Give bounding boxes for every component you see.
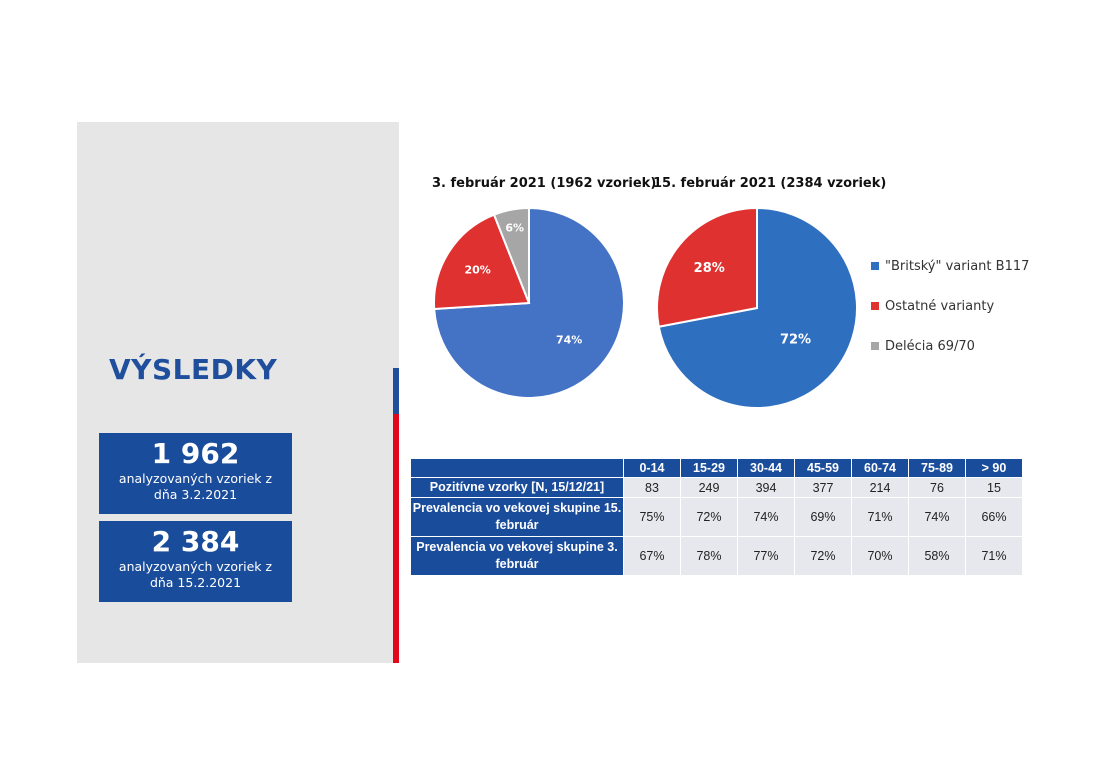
column-header: 0-14: [623, 458, 681, 478]
table-cell: 69%: [794, 497, 852, 537]
table-cell: 78%: [680, 536, 738, 576]
table-cell: 249: [680, 477, 738, 498]
legend-label: "Britský" variant B117: [885, 258, 1030, 274]
table-cell: 72%: [794, 536, 852, 576]
row-header: Prevalencia vo vekovej skupine 3. februá…: [410, 536, 624, 576]
page-title: VÝSLEDKY: [109, 353, 278, 386]
accent-bar-blue: [393, 368, 399, 414]
slice-label: 6%: [505, 221, 524, 234]
table-cell: 67%: [623, 536, 681, 576]
stat-box-2: 2 384 analyzovaných vzoriek z dňa 15.2.2…: [99, 521, 292, 602]
stat-number: 2 384: [151, 525, 240, 558]
stat-number: 1 962: [151, 437, 240, 470]
slice-label: 74%: [556, 334, 582, 347]
accent-bar-red: [393, 414, 399, 663]
table-cell: 71%: [965, 536, 1023, 576]
table-row: Pozitívne vzorky [N, 15/12/21] 83 249 39…: [410, 477, 1023, 498]
legend-label: Ostatné varianty: [885, 298, 995, 314]
slice-label: 72%: [780, 332, 811, 347]
column-header: 30-44: [737, 458, 795, 478]
legend-swatch: [871, 302, 879, 310]
legend-swatch: [871, 262, 879, 270]
table-cell: 74%: [908, 497, 966, 537]
legend-label: Delécia 69/70: [885, 338, 975, 354]
table-cell: 66%: [965, 497, 1023, 537]
stat-box-1: 1 962 analyzovaných vzoriek z dňa 3.2.20…: [99, 433, 292, 514]
table-cell: 77%: [737, 536, 795, 576]
legend-item-british: "Britský" variant B117: [871, 256, 1036, 276]
column-header: 75-89: [908, 458, 966, 478]
pie-2-title: 15. február 2021 (2384 vzoriek): [653, 176, 887, 191]
pie-1-title: 3. február 2021 (1962 vzoriek): [432, 176, 657, 191]
slice-label: 20%: [464, 263, 490, 276]
column-header: 45-59: [794, 458, 852, 478]
slice-other: [433, 213, 531, 311]
chart-legend: "Britský" variant B117 Ostatné varianty …: [871, 256, 1036, 376]
table-cell: 70%: [851, 536, 909, 576]
row-header: Pozitívne vzorky [N, 15/12/21]: [410, 477, 624, 498]
column-header: 15-29: [680, 458, 738, 478]
table-cell: 76: [908, 477, 966, 498]
age-group-table: 0-14 15-29 30-44 45-59 60-74 75-89 > 90 …: [410, 458, 1023, 576]
legend-item-other: Ostatné varianty: [871, 296, 1036, 316]
table-row: Prevalencia vo vekovej skupine 3. februá…: [410, 536, 1023, 576]
pie-chart-feb3: 74% 20% 6%: [433, 206, 625, 399]
table-cell: 83: [623, 477, 681, 498]
table-cell: 75%: [623, 497, 681, 537]
table-corner-cell: [410, 458, 624, 478]
stat-description: analyzovaných vzoriek z dňa 3.2.2021: [118, 471, 273, 502]
table-cell: 71%: [851, 497, 909, 537]
table-cell: 15: [965, 477, 1023, 498]
table-cell: 214: [851, 477, 909, 498]
table-row: Prevalencia vo vekovej skupine 15. febru…: [410, 497, 1023, 537]
legend-item-deletion: Delécia 69/70: [871, 336, 1036, 356]
table-cell: 377: [794, 477, 852, 498]
table-cell: 58%: [908, 536, 966, 576]
legend-swatch: [871, 342, 879, 350]
slice-deletion: [492, 206, 530, 304]
column-header: > 90: [965, 458, 1023, 478]
table-cell: 74%: [737, 497, 795, 537]
table-header-row: 0-14 15-29 30-44 45-59 60-74 75-89 > 90: [410, 458, 1023, 478]
stat-description: analyzovaných vzoriek z dňa 15.2.2021: [118, 559, 273, 590]
table-cell: 394: [737, 477, 795, 498]
row-header: Prevalencia vo vekovej skupine 15. febru…: [410, 497, 624, 537]
table-cell: 72%: [680, 497, 738, 537]
slice-other: [656, 206, 758, 328]
pie-chart-feb15: 72% 28%: [656, 206, 858, 409]
column-header: 60-74: [851, 458, 909, 478]
slice-label: 28%: [694, 261, 725, 276]
